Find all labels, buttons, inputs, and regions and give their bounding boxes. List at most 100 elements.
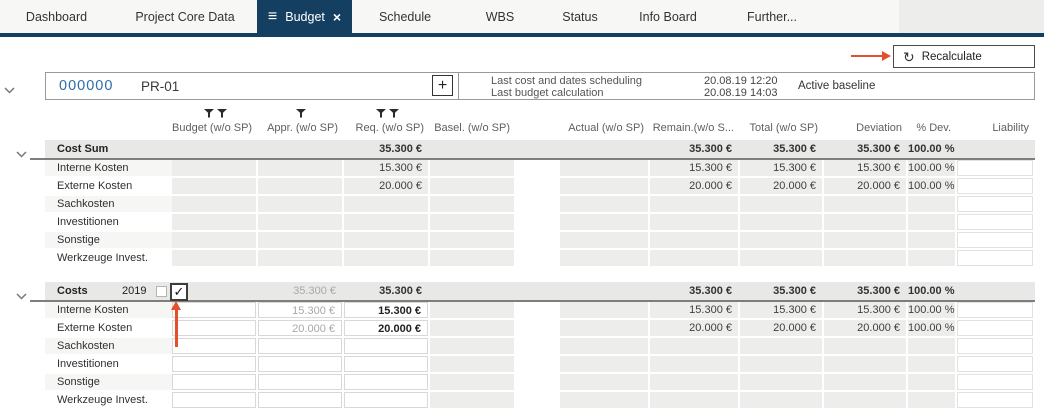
cell-budget[interactable] — [172, 338, 256, 354]
confirm-checkbox[interactable]: ✓ — [170, 283, 188, 301]
cell-req[interactable]: 15.300 € — [344, 302, 428, 318]
cell-appr — [258, 250, 342, 266]
cell-remain — [650, 356, 738, 372]
cell-appr[interactable]: 15.300 € — [258, 302, 342, 318]
recalculate-label: Recalculate — [921, 50, 982, 63]
cell-appr[interactable]: 20.000 € — [258, 320, 342, 336]
cell-pdev — [908, 392, 955, 408]
tab-label: WBS — [485, 9, 515, 24]
cell-deviation — [824, 250, 906, 266]
plus-icon[interactable]: + — [432, 75, 453, 96]
tab-label: Dashboard — [25, 9, 88, 24]
cell-budget[interactable] — [172, 302, 256, 318]
row-label: Sachkosten — [45, 196, 172, 212]
cell-basel — [430, 356, 514, 372]
cell-req[interactable]: 20.000 € — [344, 320, 428, 336]
cell-total: 15.300 € — [740, 160, 822, 176]
tab-status[interactable]: Status — [542, 0, 618, 33]
tab-further[interactable]: Further... — [718, 0, 826, 33]
tab-budget[interactable]: ≡ Budget × — [257, 0, 352, 33]
row-label: Werkzeuge Invest. — [57, 252, 148, 264]
row-label: Interne Kosten — [45, 302, 172, 318]
cell-total — [740, 250, 822, 266]
filter-icons-req — [344, 109, 430, 119]
tab-bar: Dashboard Project Core Data ≡ Budget × Schedu… — [0, 0, 1044, 33]
tab-schedule[interactable]: Schedule — [352, 0, 458, 33]
cell-total: 20.000 € — [740, 320, 822, 336]
cell-budget — [172, 196, 256, 212]
cell-basel — [430, 392, 514, 408]
cell-liability — [957, 232, 1033, 248]
cell-liability — [957, 178, 1033, 194]
cell-actual — [560, 356, 648, 372]
cell-liability — [957, 374, 1033, 390]
cell-deviation — [824, 196, 906, 212]
hamburger-icon[interactable]: ≡ — [267, 7, 278, 25]
column-header-remain: Remain.(w/o S... — [652, 122, 734, 134]
cell-liability — [957, 320, 1033, 336]
tab-info-board[interactable]: Info Board — [618, 0, 718, 33]
cell-budget — [172, 160, 256, 176]
cell-appr[interactable] — [258, 392, 342, 408]
cell-deviation — [824, 374, 906, 390]
annotation-arrow-checkbox-line — [175, 309, 178, 347]
row-label: Externe Kosten — [57, 322, 133, 334]
cell-deviation — [824, 356, 906, 372]
cell-appr[interactable] — [258, 374, 342, 390]
cell-total — [740, 196, 822, 212]
summary-value-deviation: 35.300 € — [857, 285, 900, 297]
project-header: 000000 PR-01 + Last cost and dates sched… — [45, 72, 1035, 100]
collapse-chevron-icon[interactable] — [16, 287, 27, 300]
cell-basel — [430, 250, 514, 266]
cell-basel — [430, 302, 514, 318]
collapse-chevron-icon[interactable] — [16, 145, 27, 158]
cell-remain — [650, 338, 738, 354]
cell-actual — [560, 302, 648, 318]
project-header-divider — [458, 73, 459, 99]
cell-total — [740, 374, 822, 390]
tab-bar-accent-line — [0, 33, 1044, 37]
tab-bar-filler — [899, 0, 1044, 33]
cell-req[interactable] — [344, 356, 428, 372]
cell-req[interactable] — [344, 338, 428, 354]
column-header-basel: Basel. (w/o SP) — [434, 122, 510, 134]
cell-liability — [957, 302, 1033, 318]
close-icon[interactable]: × — [332, 8, 342, 25]
tab-project-core-data[interactable]: Project Core Data — [113, 0, 257, 33]
checkmark-icon: ✓ — [173, 284, 185, 299]
last-budget-calc-label: Last budget calculation — [491, 87, 604, 99]
year-checkbox[interactable] — [156, 286, 167, 297]
cell-basel — [430, 196, 514, 212]
tab-wbs[interactable]: WBS — [458, 0, 542, 33]
last-scheduling-time: 12:20 — [750, 75, 778, 87]
cell-budget[interactable] — [172, 320, 256, 336]
cell-remain: 20.000 € — [650, 320, 738, 336]
project-collapse-chevron-icon[interactable] — [4, 81, 15, 99]
cell-appr[interactable] — [258, 338, 342, 354]
tab-dashboard[interactable]: Dashboard — [0, 0, 113, 33]
cell-appr[interactable] — [258, 356, 342, 372]
funnel-icon — [203, 109, 214, 118]
cell-actual — [560, 160, 648, 176]
chevron-down-icon — [16, 151, 27, 158]
recalculate-button[interactable]: ↻ Recalculate — [893, 45, 1035, 68]
tab-label: Project Core Data — [135, 9, 235, 24]
cell-total — [740, 232, 822, 248]
funnel-icon — [375, 109, 386, 118]
cell-budget[interactable] — [172, 356, 256, 372]
cell-req[interactable] — [344, 392, 428, 408]
cell-basel — [430, 178, 514, 194]
cell-budget — [172, 178, 256, 194]
cell-actual — [560, 196, 648, 212]
cell-req — [344, 214, 428, 230]
cell-actual — [560, 232, 648, 248]
column-header-liability: Liability — [992, 122, 1029, 134]
cell-budget[interactable] — [172, 392, 256, 408]
cell-budget[interactable] — [172, 374, 256, 390]
cell-liability — [957, 196, 1033, 212]
cell-req[interactable] — [344, 374, 428, 390]
column-header-budget: Budget (w/o SP) — [172, 122, 253, 134]
summary-underline — [30, 158, 1035, 160]
cell-actual — [560, 214, 648, 230]
